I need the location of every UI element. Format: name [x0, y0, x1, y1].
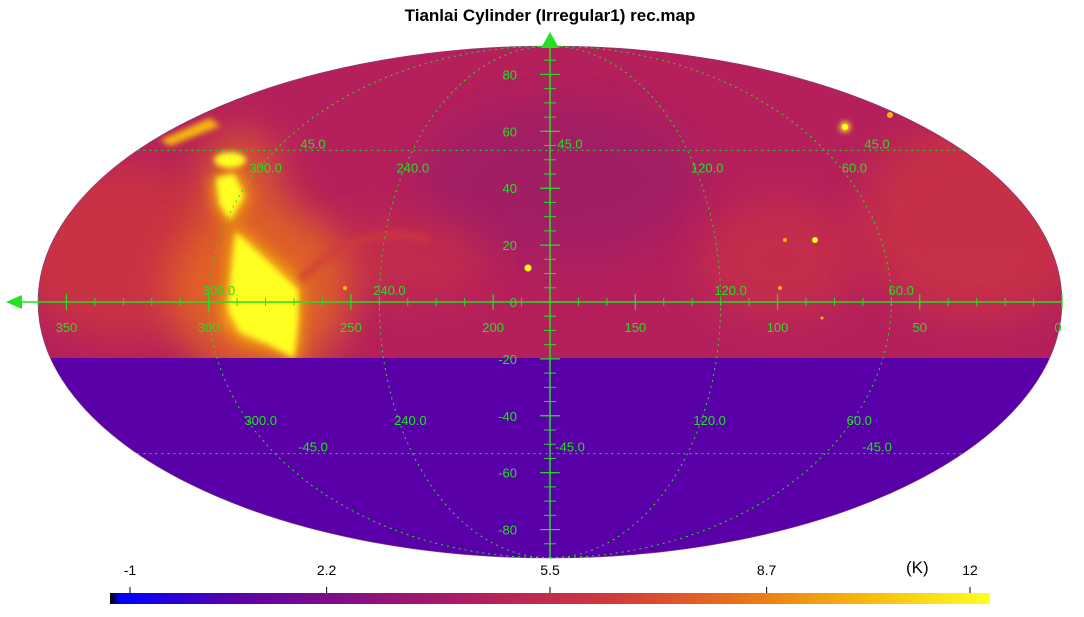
x-axis-tick-label: 0 [1054, 320, 1061, 335]
galactic-plane-emission [160, 118, 300, 362]
meridian-label: 240.0 [397, 160, 430, 175]
y-axis-tick-label: -20 [498, 352, 517, 367]
latitude-label: -45.0 [862, 440, 892, 455]
latitude-label: 45.0 [300, 136, 325, 151]
latitude-label: 45.0 [557, 136, 582, 151]
colorbar-tick-label: 8.7 [756, 562, 777, 578]
meridian-label: 120.0 [693, 413, 726, 428]
latitude-label: -45.0 [555, 440, 585, 455]
meridian-label: 120.0 [714, 283, 747, 298]
meridian-label: 60.0 [842, 160, 867, 175]
y-axis-tick-label: 40 [503, 181, 517, 196]
sky-emission-layer [38, 46, 1062, 558]
colorbar [110, 593, 990, 604]
colorbar-tick-label: 2.2 [316, 562, 337, 578]
colorbar-unit: (K) [906, 558, 929, 577]
x-axis-tick-label: 200 [482, 320, 504, 335]
y-axis-tick-label: -80 [498, 523, 517, 538]
meridian-label: 60.0 [889, 283, 914, 298]
x-axis-tick-label: 50 [913, 320, 927, 335]
x-axis-tick-label: 350 [56, 320, 78, 335]
meridian-label: 300.0 [249, 160, 282, 175]
x-axis-tick-label: 300 [198, 320, 220, 335]
map-title: Tianlai Cylinder (Irregular1) rec.map [404, 6, 696, 25]
meridian-label: 240.0 [394, 413, 427, 428]
x-axis-arrow [6, 295, 22, 309]
y-axis-tick-label: 20 [503, 238, 517, 253]
x-axis-tick-label: 150 [624, 320, 646, 335]
colorbar-tick-label: 5.5 [540, 562, 560, 578]
meridian-label: 60.0 [847, 413, 872, 428]
y-axis-arrow [541, 32, 559, 48]
axes [6, 32, 1063, 558]
meridian-line [549, 45, 722, 559]
colorbar-ticks [129, 587, 971, 593]
y-axis-tick-label: 60 [503, 124, 517, 139]
meridian-label: 300.0 [244, 413, 277, 428]
meridian-label: 240.0 [373, 283, 406, 298]
x-axis-tick-label: 100 [767, 320, 789, 335]
meridian-label: 120.0 [691, 160, 724, 175]
colorbar-tick-label: -1 [123, 562, 137, 578]
axis-labels: 350 300 250 200 150 100 50 0806040200-20-40-60-… [56, 67, 1062, 537]
meridian-label: 300.0 [203, 283, 236, 298]
latitude-label: 45.0 [864, 136, 889, 151]
latitude-label: -45.0 [298, 440, 328, 455]
y-axis-tick-label: -40 [498, 409, 517, 424]
colorbar-tick-label: 12 [962, 562, 978, 578]
y-axis-tick-label: 0 [510, 295, 517, 310]
y-axis-tick-label: 80 [503, 67, 517, 82]
x-axis-tick-label: 250 [340, 320, 362, 335]
y-axis-tick-label: -60 [498, 466, 517, 481]
point-sources [343, 112, 893, 320]
meridian-line [378, 45, 551, 559]
